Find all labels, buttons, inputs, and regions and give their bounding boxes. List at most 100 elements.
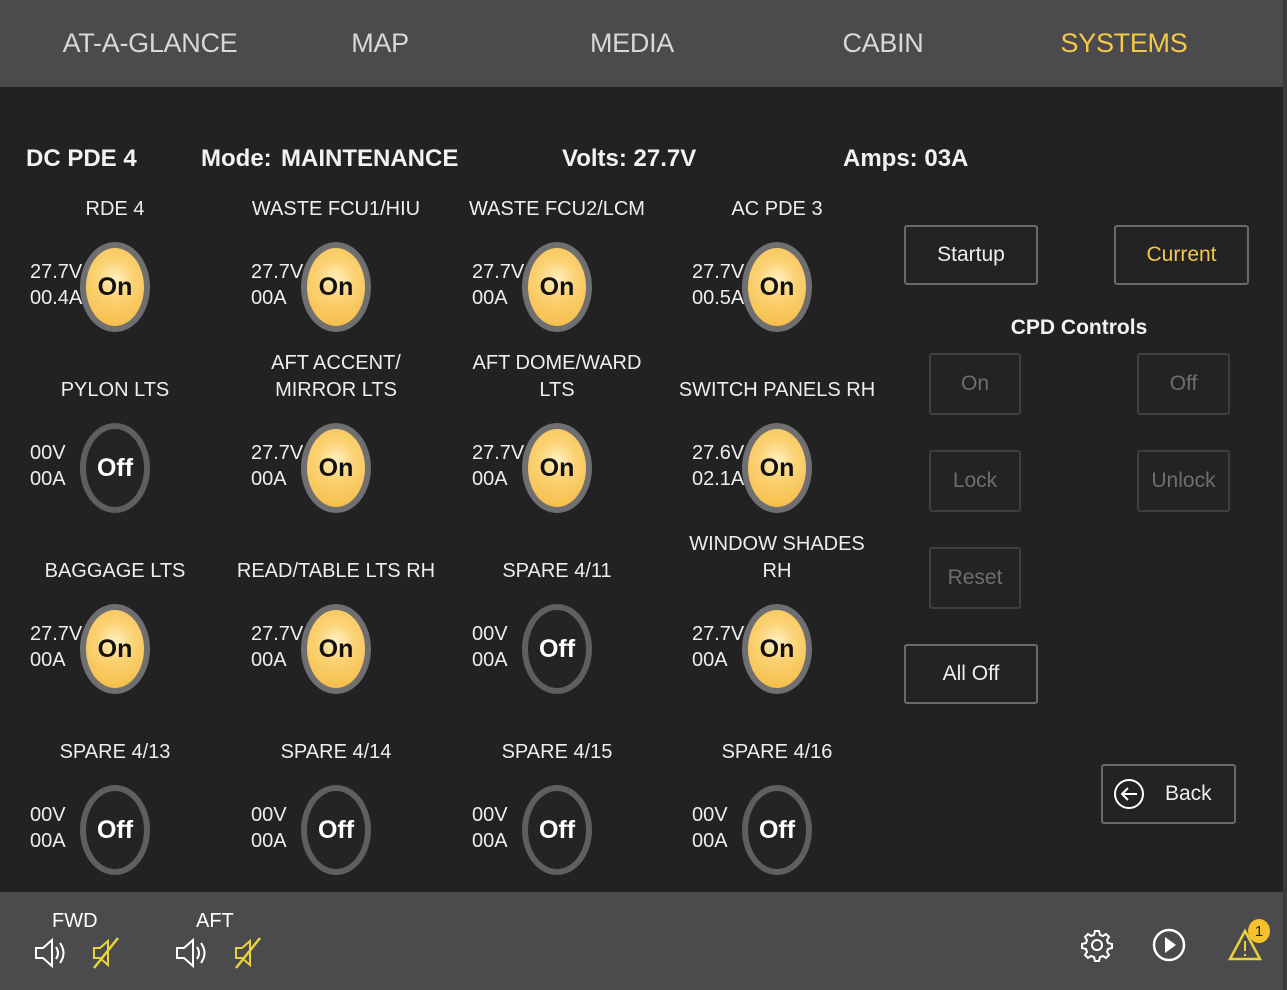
back-button[interactable]: Back — [1101, 764, 1236, 824]
cpd-on-button[interactable]: On — [929, 353, 1021, 415]
breaker-volts: 27.7V — [472, 442, 525, 464]
breaker-toggle[interactable]: Off — [522, 604, 592, 694]
breaker-volts: 27.7V — [472, 261, 525, 283]
tab-systems[interactable]: SYSTEMS — [1060, 28, 1188, 58]
breaker-volts: 00V — [30, 442, 66, 464]
breaker-cell: SWITCH PANELS RH 27.6V 02.1A On — [667, 378, 887, 558]
breaker-readings: 27.7V 00A — [30, 621, 82, 673]
gear-icon[interactable] — [1080, 928, 1114, 962]
breaker-cell: WASTE FCU1/HIU 27.7V 00A On — [226, 197, 446, 377]
breaker-toggle[interactable]: Off — [522, 785, 592, 875]
breaker-label: AFT DOME/WARD LTS — [472, 352, 642, 401]
breaker-toggle[interactable]: Off — [80, 423, 150, 513]
breaker-label: SPARE 4/14 — [280, 741, 392, 763]
breaker-cell: AC PDE 3 27.7V 00.5A On — [667, 197, 887, 377]
breaker-cell: WASTE FCU2/LCM 27.7V 00A On — [447, 197, 667, 377]
breaker-toggle[interactable]: Off — [80, 785, 150, 875]
breaker-toggle[interactable]: On — [742, 423, 812, 513]
breaker-toggle[interactable]: On — [301, 423, 371, 513]
breaker-label: BAGGAGE LTS — [44, 560, 186, 582]
breaker-label: SPARE 4/16 — [721, 741, 833, 763]
breaker-volts: 00V — [251, 804, 287, 826]
current-button[interactable]: Current — [1114, 225, 1249, 285]
breaker-volts: 27.7V — [251, 442, 304, 464]
unlock-button[interactable]: Unlock — [1137, 450, 1230, 512]
breaker-volts: 27.7V — [30, 623, 83, 645]
breaker-amps: 00A — [472, 468, 508, 490]
reset-button[interactable]: Reset — [929, 547, 1021, 609]
tab-cabin[interactable]: CABIN — [842, 28, 924, 58]
mode-value: MAINTENANCE — [281, 145, 459, 172]
breaker-cell: RDE 4 27.7V 00.4A On — [5, 197, 225, 377]
breaker-cell: PYLON LTS 00V 00A Off — [5, 378, 225, 558]
cpd-off-button[interactable]: Off — [1137, 353, 1230, 415]
breaker-amps: 00A — [472, 287, 508, 309]
breaker-label: SPARE 4/13 — [59, 741, 171, 763]
breaker-toggle[interactable]: On — [301, 604, 371, 694]
volts-readout: Volts: 27.7V — [562, 145, 697, 172]
aft-speaker-icon[interactable] — [175, 936, 209, 970]
breaker-toggle[interactable]: On — [522, 423, 592, 513]
breaker-amps: 00A — [472, 830, 508, 852]
breaker-volts: 00V — [472, 623, 508, 645]
warning-icon[interactable] — [1228, 928, 1262, 962]
breaker-readings: 27.7V 00.5A — [692, 259, 744, 311]
lock-button[interactable]: Lock — [929, 450, 1021, 512]
tab-media[interactable]: MEDIA — [589, 28, 675, 58]
breaker-toggle[interactable]: Off — [301, 785, 371, 875]
breaker-readings: 00V 00A — [30, 440, 66, 492]
mode-label: Mode: — [201, 145, 272, 172]
breaker-amps: 00A — [251, 649, 287, 671]
tab-at-a-glance[interactable]: AT-A-GLANCE — [62, 28, 238, 58]
breaker-label: READ/TABLE LTS RH — [236, 560, 436, 582]
breaker-cell: SPARE 4/14 00V 00A Off — [226, 740, 446, 920]
breaker-readings: 27.6V 02.1A — [692, 440, 744, 492]
alert-count-badge: 1 — [1248, 919, 1270, 943]
fwd-label: FWD — [52, 910, 98, 932]
breaker-label: WINDOW SHADES RH — [689, 533, 865, 582]
breaker-volts: 27.7V — [692, 261, 745, 283]
amps-readout: Amps: 03A — [843, 145, 969, 172]
breaker-volts: 27.7V — [692, 623, 745, 645]
breaker-cell: AFT DOME/WARD LTS 27.7V 00A On — [447, 352, 667, 558]
breaker-toggle[interactable]: On — [301, 242, 371, 332]
breaker-toggle[interactable]: Off — [742, 785, 812, 875]
fwd-speaker-icon[interactable] — [34, 936, 68, 970]
breaker-amps: 00.5A — [692, 287, 745, 309]
breaker-toggle[interactable]: On — [522, 242, 592, 332]
breaker-cell: AFT ACCENT/ MIRROR LTS 27.7V 00A On — [226, 352, 446, 558]
breaker-readings: 27.7V 00.4A — [30, 259, 82, 311]
fwd-mute-icon[interactable] — [90, 934, 122, 970]
aft-mute-icon[interactable] — [232, 934, 264, 970]
breaker-toggle[interactable]: On — [80, 242, 150, 332]
breaker-label: SPARE 4/15 — [501, 741, 613, 763]
breaker-readings: 27.7V 00A — [251, 440, 303, 492]
breaker-amps: 00A — [692, 830, 728, 852]
breaker-toggle[interactable]: On — [742, 604, 812, 694]
breaker-label: WASTE FCU2/LCM — [469, 198, 645, 220]
cpd-controls-title: CPD Controls — [1010, 316, 1148, 339]
all-off-button[interactable]: All Off — [904, 644, 1038, 704]
breaker-amps: 00A — [472, 649, 508, 671]
breaker-amps: 00A — [251, 830, 287, 852]
breaker-amps: 00.4A — [30, 287, 83, 309]
breaker-amps: 00A — [251, 468, 287, 490]
breaker-toggle[interactable]: On — [80, 604, 150, 694]
breaker-label: WASTE FCU1/HIU — [251, 198, 421, 220]
breaker-label: SPARE 4/11 — [502, 560, 612, 582]
breaker-readings: 27.7V 00A — [251, 259, 303, 311]
breaker-amps: 00A — [30, 649, 66, 671]
breaker-volts: 00V — [30, 804, 66, 826]
breaker-readings: 00V 00A — [692, 802, 728, 854]
breaker-readings: 27.7V 00A — [692, 621, 744, 673]
play-icon[interactable] — [1151, 927, 1187, 963]
breaker-toggle[interactable]: On — [742, 242, 812, 332]
breaker-readings: 27.7V 00A — [472, 259, 524, 311]
breaker-readings: 00V 00A — [472, 621, 508, 673]
breaker-volts: 27.6V — [692, 442, 745, 464]
tab-map[interactable]: MAP — [351, 28, 409, 58]
startup-button[interactable]: Startup — [904, 225, 1038, 285]
breaker-cell: SPARE 4/11 00V 00A Off — [447, 559, 667, 739]
breaker-volts: 27.7V — [30, 261, 83, 283]
breaker-cell: SPARE 4/15 00V 00A Off — [447, 740, 667, 920]
